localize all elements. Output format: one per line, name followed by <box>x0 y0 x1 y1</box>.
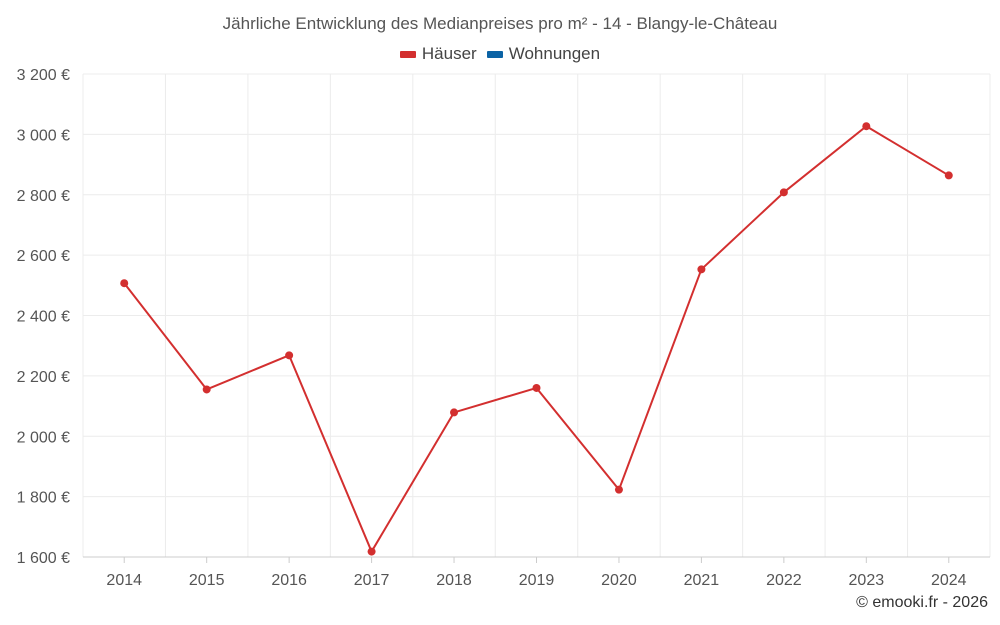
y-axis: 1 600 € 1 800 € 2 000 € 2 200 € 2 400 € 2 600… <box>17 67 70 567</box>
data-point[interactable] <box>697 265 706 274</box>
data-point[interactable] <box>120 279 129 288</box>
x-tick-label: 2018 <box>436 572 472 589</box>
data-point[interactable] <box>862 122 871 131</box>
x-tick-label: 2024 <box>931 572 967 589</box>
legend-item-haeuser[interactable]: Häuser <box>399 44 477 64</box>
y-tick-label: 2 800 € <box>17 188 70 205</box>
copyright-footer: © emooki.fr - 2026 <box>856 594 988 611</box>
y-tick-label: 1 600 € <box>17 550 70 567</box>
x-tick-label: 2022 <box>766 572 802 589</box>
legend: Häuser Wohnungen <box>0 44 1000 64</box>
legend-label-haeuser: Häuser <box>421 44 477 63</box>
x-tick-label: 2014 <box>106 572 142 589</box>
x-tick-label: 2023 <box>849 572 885 589</box>
x-tick-label: 2015 <box>189 572 225 589</box>
x-tick-label: 2020 <box>601 572 637 589</box>
y-tick-label: 2 000 € <box>17 429 70 446</box>
x-tick-label: 2016 <box>271 572 307 589</box>
y-tick-label: 3 000 € <box>17 127 70 144</box>
data-point[interactable] <box>779 188 788 197</box>
x-tick-label: 2017 <box>354 572 390 589</box>
chart-title: Jährliche Entwicklung des Medianpreises … <box>222 14 778 33</box>
data-point[interactable] <box>450 408 459 417</box>
series-group <box>120 122 953 556</box>
x-tick-label: 2019 <box>519 572 555 589</box>
y-tick-label: 3 200 € <box>17 67 70 84</box>
data-point[interactable] <box>944 171 953 180</box>
legend-swatch-wohnungen <box>486 50 503 58</box>
data-point[interactable] <box>202 385 211 394</box>
legend-item-wohnungen[interactable]: Wohnungen <box>486 44 601 64</box>
x-axis: 2014 2015 2016 2017 2018 2019 2020 2021 2022 2023… <box>83 556 990 589</box>
data-point[interactable] <box>367 547 376 556</box>
data-point[interactable] <box>614 485 623 494</box>
x-tick-label: 2021 <box>684 572 720 589</box>
grid <box>82 73 991 558</box>
legend-label-wohnungen: Wohnungen <box>508 44 601 63</box>
legend-swatch-haeuser <box>399 50 416 58</box>
data-point[interactable] <box>285 351 294 360</box>
y-tick-label: 2 600 € <box>17 248 70 265</box>
y-tick-label: 2 200 € <box>17 369 70 386</box>
data-point[interactable] <box>532 383 541 392</box>
y-tick-label: 1 800 € <box>17 490 70 507</box>
y-tick-label: 2 400 € <box>17 309 70 326</box>
